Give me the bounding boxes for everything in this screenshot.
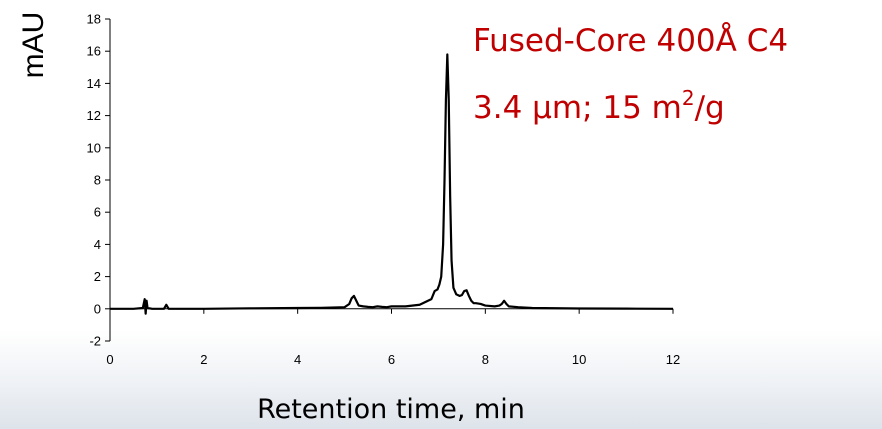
- x-axis-ticks: 0 2 4 6 8 10 12: [106, 308, 680, 367]
- particle-annotation: 3.4 µm; 15 m2/g: [473, 86, 725, 126]
- x-tick-label: 2: [200, 352, 207, 367]
- y-tick-label: 12: [87, 108, 101, 123]
- x-tick-label: 6: [388, 352, 395, 367]
- x-tick-label: 12: [666, 352, 680, 367]
- x-axis-label: Retention time, min: [257, 394, 525, 425]
- y-tick-label: -2: [89, 334, 101, 349]
- y-tick-label: 0: [94, 301, 101, 316]
- x-tick-label: 0: [106, 352, 113, 367]
- y-tick-label: 4: [94, 237, 101, 252]
- y-tick-label: 10: [87, 140, 101, 155]
- chromatogram-trace: [110, 53, 674, 315]
- y-tick-label: 18: [87, 12, 101, 27]
- y-tick-label: 2: [94, 269, 101, 284]
- y-tick-label: 14: [87, 76, 101, 91]
- x-tick-label: 10: [572, 352, 586, 367]
- y-axis-ticks: -2 0 2 4 6 8 10 12 14 16 18: [87, 12, 110, 349]
- particle-annotation-superscript: 2: [682, 86, 695, 110]
- y-tick-label: 16: [87, 44, 101, 59]
- y-axis-label: mAU: [17, 12, 50, 79]
- particle-annotation-main: 3.4 µm; 15 m: [473, 90, 682, 126]
- column-annotation: Fused-Core 400Å C4: [473, 23, 788, 59]
- y-tick-label: 8: [94, 173, 101, 188]
- particle-annotation-suffix: /g: [695, 90, 725, 126]
- y-tick-label: 6: [94, 205, 101, 220]
- x-tick-label: 8: [482, 352, 489, 367]
- x-tick-label: 4: [294, 352, 301, 367]
